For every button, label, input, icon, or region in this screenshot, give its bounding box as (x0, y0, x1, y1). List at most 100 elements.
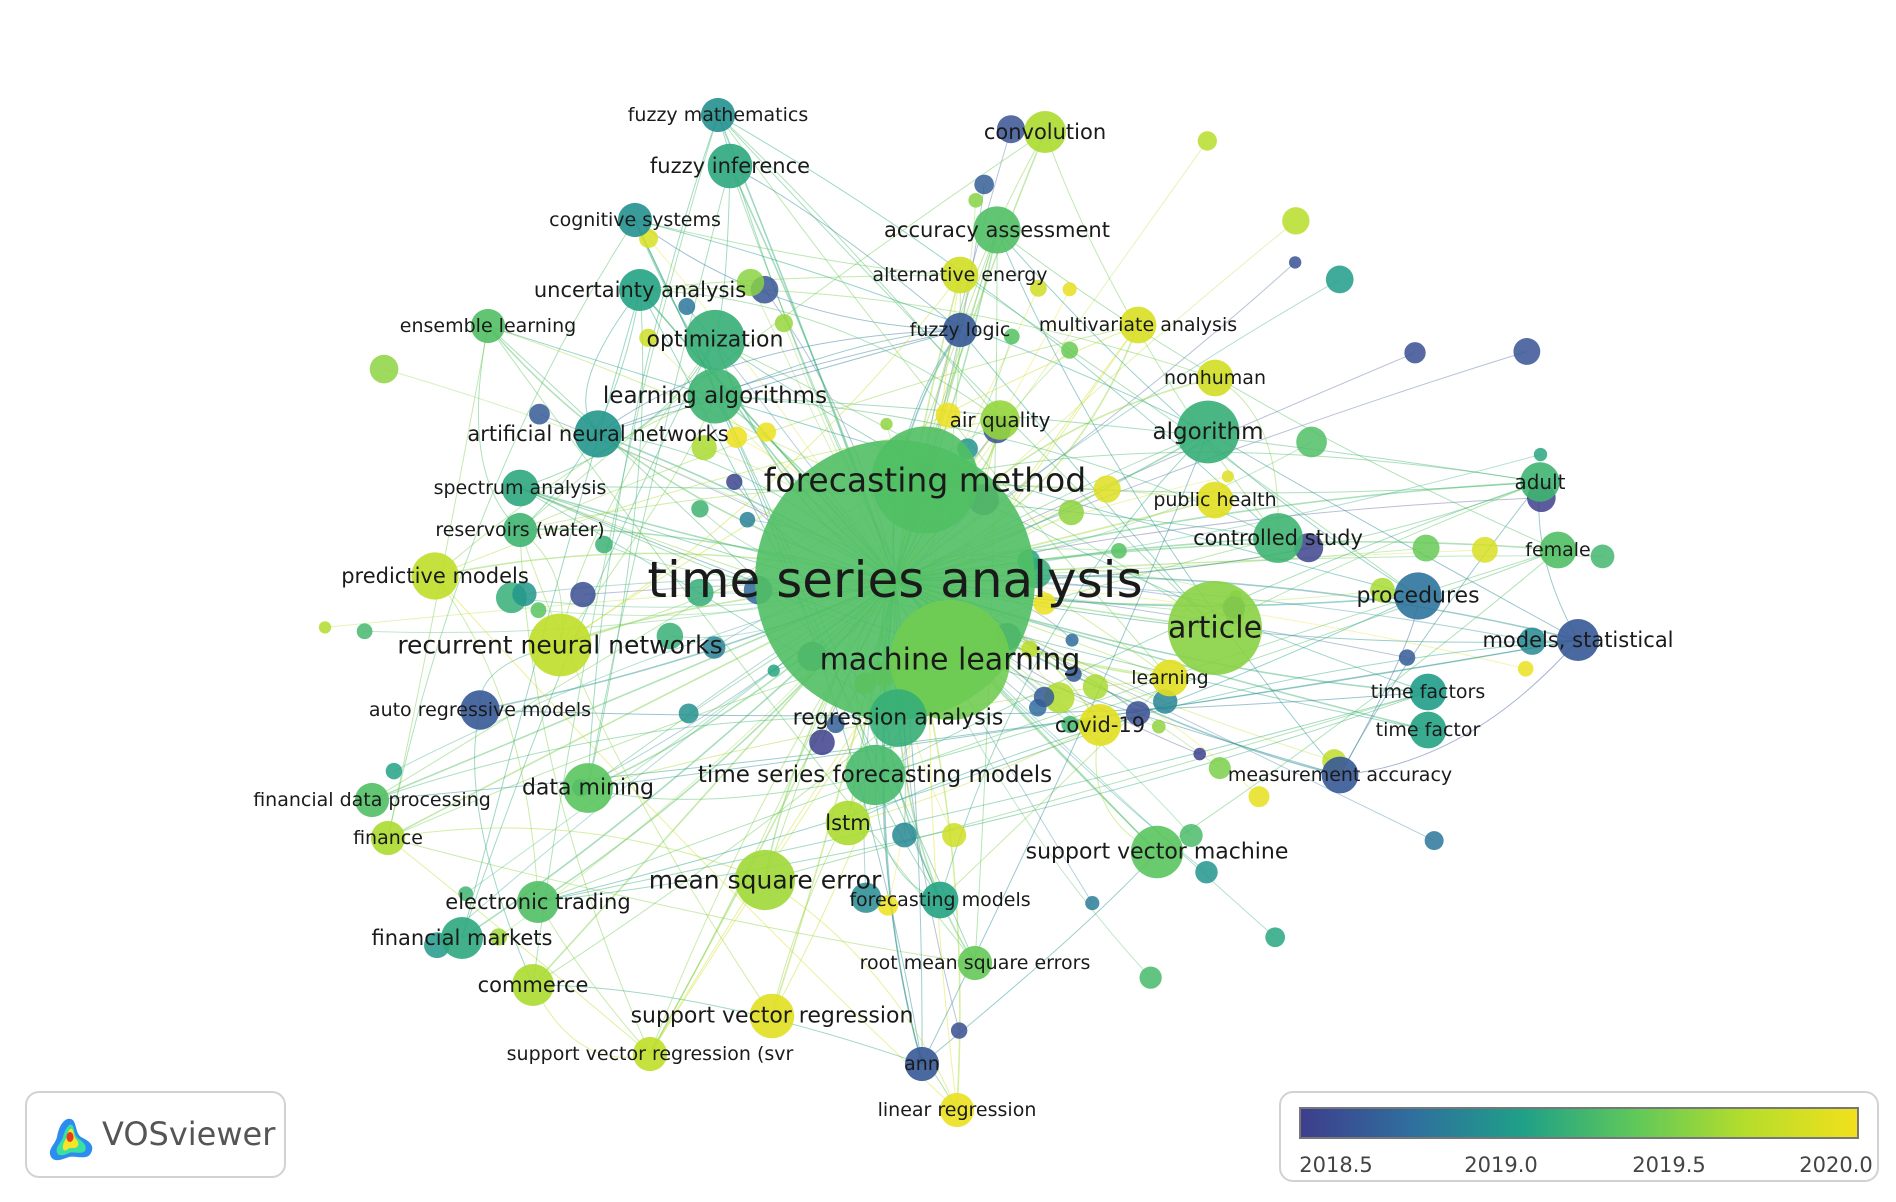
keyword-node[interactable] (1130, 825, 1184, 879)
minor-node[interactable] (1424, 831, 1444, 851)
minor-node[interactable] (756, 422, 777, 442)
keyword-node[interactable] (687, 368, 743, 424)
minor-node[interactable] (942, 822, 967, 848)
minor-node[interactable] (1033, 592, 1056, 615)
keyword-node[interactable] (973, 206, 1021, 254)
minor-node[interactable] (1065, 666, 1082, 682)
minor-node[interactable] (385, 762, 403, 780)
minor-node[interactable] (512, 581, 537, 607)
minor-node[interactable] (1195, 860, 1218, 884)
minor-node[interactable] (1085, 896, 1100, 911)
minor-node[interactable] (1021, 640, 1039, 658)
keyword-node[interactable] (441, 917, 483, 959)
keyword-node[interactable] (734, 849, 796, 911)
minor-node[interactable] (809, 729, 835, 756)
keyword-node[interactable] (700, 97, 736, 133)
minor-node[interactable] (1248, 786, 1270, 808)
minor-node[interactable] (974, 174, 994, 195)
minor-node[interactable] (1082, 674, 1109, 700)
minor-node[interactable] (458, 886, 474, 902)
keyword-node[interactable] (563, 763, 613, 813)
minor-node[interactable] (996, 115, 1026, 144)
minor-node[interactable] (1370, 577, 1395, 603)
minor-node[interactable] (736, 268, 765, 297)
minor-node[interactable] (570, 581, 596, 608)
keyword-node[interactable] (528, 613, 592, 677)
keyword-node[interactable] (1409, 711, 1447, 749)
minor-node[interactable] (892, 822, 917, 848)
minor-node[interactable] (1179, 824, 1203, 848)
keyword-node[interactable] (869, 689, 927, 747)
minor-node[interactable] (318, 621, 332, 634)
minor-node[interactable] (1325, 265, 1354, 294)
minor-node[interactable] (529, 403, 550, 425)
minor-node[interactable] (691, 435, 717, 461)
minor-node[interactable] (1197, 131, 1217, 151)
keyword-node[interactable] (1394, 572, 1442, 620)
minor-node[interactable] (1471, 536, 1498, 563)
minor-node[interactable] (826, 715, 845, 734)
keyword-node[interactable] (632, 1036, 668, 1072)
keyword-node[interactable] (502, 512, 538, 548)
minor-node[interactable] (968, 192, 984, 208)
keyword-node[interactable] (890, 600, 1010, 720)
minor-node[interactable] (1061, 341, 1079, 359)
keyword-node[interactable] (1539, 531, 1577, 569)
keyword-node[interactable] (1079, 704, 1121, 746)
keyword-node[interactable] (1253, 513, 1303, 563)
keyword-node[interactable] (1520, 462, 1560, 502)
minor-node[interactable] (1404, 342, 1426, 364)
keyword-node[interactable] (354, 782, 390, 818)
minor-node[interactable] (774, 314, 793, 333)
minor-node[interactable] (656, 622, 684, 650)
keyword-node[interactable] (501, 469, 539, 507)
minor-node[interactable] (1125, 701, 1151, 726)
keyword-node[interactable] (1557, 619, 1599, 661)
keyword-node[interactable] (942, 312, 978, 348)
keyword-node[interactable] (980, 400, 1020, 440)
keyword-node[interactable] (707, 143, 753, 189)
minor-node[interactable] (1065, 633, 1079, 647)
keyword-node[interactable] (941, 256, 979, 294)
minor-node[interactable] (877, 895, 899, 916)
minor-node[interactable] (678, 703, 699, 724)
keyword-node[interactable] (460, 690, 500, 730)
keyword-node[interactable] (1024, 111, 1066, 153)
minor-node[interactable] (369, 354, 399, 384)
keyword-node[interactable] (619, 269, 661, 311)
minor-node[interactable] (1221, 470, 1234, 483)
keyword-node[interactable] (1196, 481, 1234, 519)
keyword-node[interactable] (470, 308, 506, 344)
minor-node[interactable] (1062, 282, 1077, 297)
keyword-node[interactable] (411, 552, 459, 600)
minor-node[interactable] (489, 928, 508, 946)
keyword-node[interactable] (1176, 400, 1240, 464)
keyword-node[interactable] (617, 202, 653, 238)
keyword-node[interactable] (1321, 756, 1359, 794)
minor-node[interactable] (1208, 757, 1231, 780)
keyword-node[interactable] (749, 993, 795, 1039)
keyword-node[interactable] (512, 964, 554, 1006)
minor-node[interactable] (1029, 279, 1047, 297)
minor-node[interactable] (1590, 544, 1615, 569)
minor-node[interactable] (1533, 447, 1548, 462)
keyword-node[interactable] (370, 820, 406, 856)
keyword-node[interactable] (684, 309, 746, 371)
minor-node[interactable] (1193, 747, 1207, 761)
minor-node[interactable] (1033, 686, 1055, 708)
minor-node[interactable] (950, 1022, 968, 1039)
minor-node[interactable] (935, 402, 961, 428)
keyword-node[interactable] (1409, 673, 1447, 711)
minor-node[interactable] (595, 535, 613, 554)
keyword-node[interactable] (1168, 581, 1262, 675)
minor-node[interactable] (1265, 927, 1286, 948)
minor-node[interactable] (1517, 661, 1534, 677)
keyword-node[interactable] (939, 1092, 975, 1128)
minor-node[interactable] (356, 623, 373, 640)
minor-node[interactable] (725, 426, 748, 448)
keyword-node[interactable] (825, 800, 871, 846)
minor-node[interactable] (1139, 966, 1162, 989)
minor-node[interactable] (1282, 207, 1310, 235)
keyword-node[interactable] (1119, 306, 1157, 344)
minor-node[interactable] (686, 578, 714, 607)
